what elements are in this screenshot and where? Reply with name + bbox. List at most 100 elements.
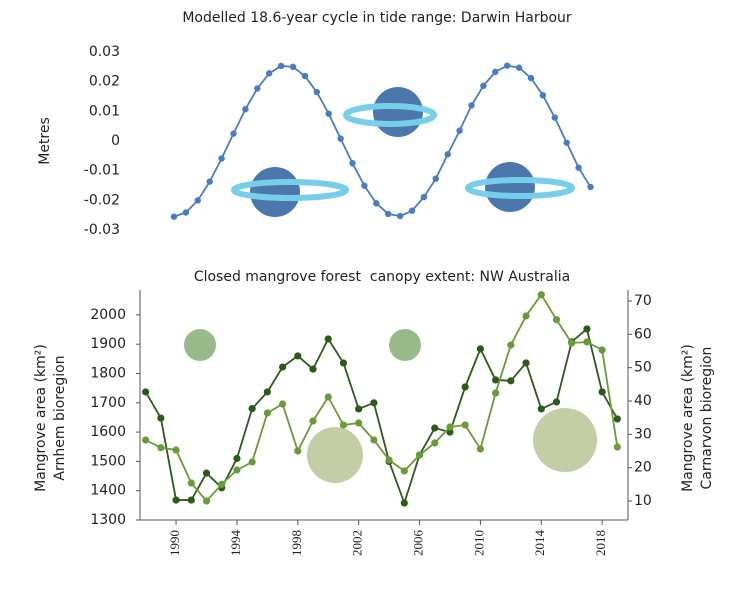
point bbox=[598, 346, 606, 354]
point bbox=[527, 74, 535, 82]
point bbox=[456, 127, 463, 134]
y-axis-label: Mangrove area (km²) Arnhem bioregion bbox=[33, 344, 68, 492]
point bbox=[142, 388, 150, 396]
point bbox=[142, 436, 150, 444]
point bbox=[507, 341, 515, 349]
point bbox=[431, 439, 439, 447]
point bbox=[420, 193, 428, 201]
point bbox=[431, 424, 439, 432]
chart-title: Closed mangrove forest canopy extent: NW… bbox=[194, 269, 570, 285]
point bbox=[206, 178, 213, 185]
point bbox=[278, 363, 287, 371]
point bbox=[539, 92, 547, 99]
point bbox=[587, 183, 594, 191]
point bbox=[373, 200, 380, 207]
point bbox=[537, 405, 545, 413]
point bbox=[408, 207, 416, 214]
x-tick-label: 2006 bbox=[411, 530, 426, 557]
point bbox=[522, 359, 530, 367]
point bbox=[598, 388, 606, 396]
y2-axis-label-line: Mangrove area (km²) bbox=[680, 344, 696, 492]
point bbox=[266, 70, 273, 77]
point bbox=[294, 352, 302, 360]
x-tick-label: 1994 bbox=[228, 530, 243, 557]
point bbox=[515, 64, 523, 71]
point bbox=[400, 467, 408, 475]
point bbox=[324, 393, 332, 401]
point bbox=[583, 338, 591, 346]
y-tick-label: 2000 bbox=[90, 307, 126, 323]
point bbox=[504, 62, 511, 69]
point bbox=[248, 458, 256, 466]
point bbox=[385, 456, 393, 464]
point bbox=[202, 497, 211, 505]
point bbox=[370, 436, 378, 444]
point bbox=[396, 212, 404, 220]
point bbox=[194, 197, 201, 204]
y2-axis-label-line: Carnarvon bioregion bbox=[699, 347, 715, 490]
y2-tick-label: 10 bbox=[634, 493, 652, 509]
point bbox=[170, 213, 178, 220]
point bbox=[583, 325, 591, 333]
point bbox=[349, 160, 356, 167]
point bbox=[355, 419, 363, 427]
y2-tick-label: 70 bbox=[634, 293, 652, 309]
y-tick-label: 1900 bbox=[90, 336, 126, 352]
y-axis-label-line: Arnhem bioregion bbox=[52, 355, 68, 480]
y-tick-label: 1400 bbox=[90, 483, 126, 499]
y2-tick-label: 30 bbox=[634, 426, 652, 442]
point bbox=[309, 417, 317, 425]
y2-tick-label: 60 bbox=[634, 326, 652, 342]
y2-tick-label: 50 bbox=[634, 360, 652, 376]
point bbox=[294, 447, 302, 455]
point bbox=[242, 106, 249, 113]
point bbox=[492, 376, 500, 384]
point bbox=[355, 405, 363, 413]
y-tick-label: -0.03 bbox=[84, 222, 120, 238]
point bbox=[313, 88, 320, 96]
y-axis-label-line: Mangrove area (km²) bbox=[33, 344, 49, 492]
point bbox=[218, 155, 225, 162]
point bbox=[461, 421, 469, 429]
point bbox=[230, 130, 237, 137]
point bbox=[476, 345, 484, 353]
point bbox=[254, 85, 261, 92]
point bbox=[339, 359, 348, 367]
point bbox=[263, 409, 271, 417]
x-tick-label: 1998 bbox=[289, 530, 304, 556]
point bbox=[324, 335, 332, 343]
point bbox=[492, 68, 499, 76]
point bbox=[187, 479, 195, 487]
point bbox=[552, 316, 561, 324]
point bbox=[400, 499, 408, 507]
y-tick-label: 0.02 bbox=[89, 74, 120, 90]
point bbox=[157, 414, 165, 422]
y-tick-label: 1800 bbox=[90, 366, 126, 382]
point bbox=[468, 102, 475, 109]
y-tick-label: 1700 bbox=[90, 395, 126, 411]
point bbox=[551, 114, 558, 121]
x-tick-label: 1990 bbox=[167, 530, 182, 556]
point bbox=[613, 443, 621, 451]
point bbox=[278, 400, 287, 408]
point bbox=[492, 389, 500, 397]
y-tick-label: 0 bbox=[111, 133, 120, 149]
point bbox=[277, 62, 285, 70]
point bbox=[248, 405, 256, 413]
point bbox=[325, 110, 332, 117]
point bbox=[370, 399, 378, 407]
point bbox=[507, 377, 515, 385]
point bbox=[480, 82, 487, 90]
y2-tick-label: 20 bbox=[634, 460, 652, 476]
series-line bbox=[145, 293, 619, 503]
y2-tick-label: 40 bbox=[634, 393, 652, 409]
y-axis-label: Metres bbox=[37, 117, 53, 165]
decoration bbox=[184, 87, 597, 483]
y-tick-label: -0.02 bbox=[84, 192, 120, 208]
x-tick-label: 2002 bbox=[350, 530, 365, 556]
chart-title: Modelled 18.6-year cycle in tide range: … bbox=[182, 10, 572, 26]
point bbox=[172, 446, 180, 454]
point bbox=[444, 151, 451, 158]
point bbox=[301, 72, 309, 80]
